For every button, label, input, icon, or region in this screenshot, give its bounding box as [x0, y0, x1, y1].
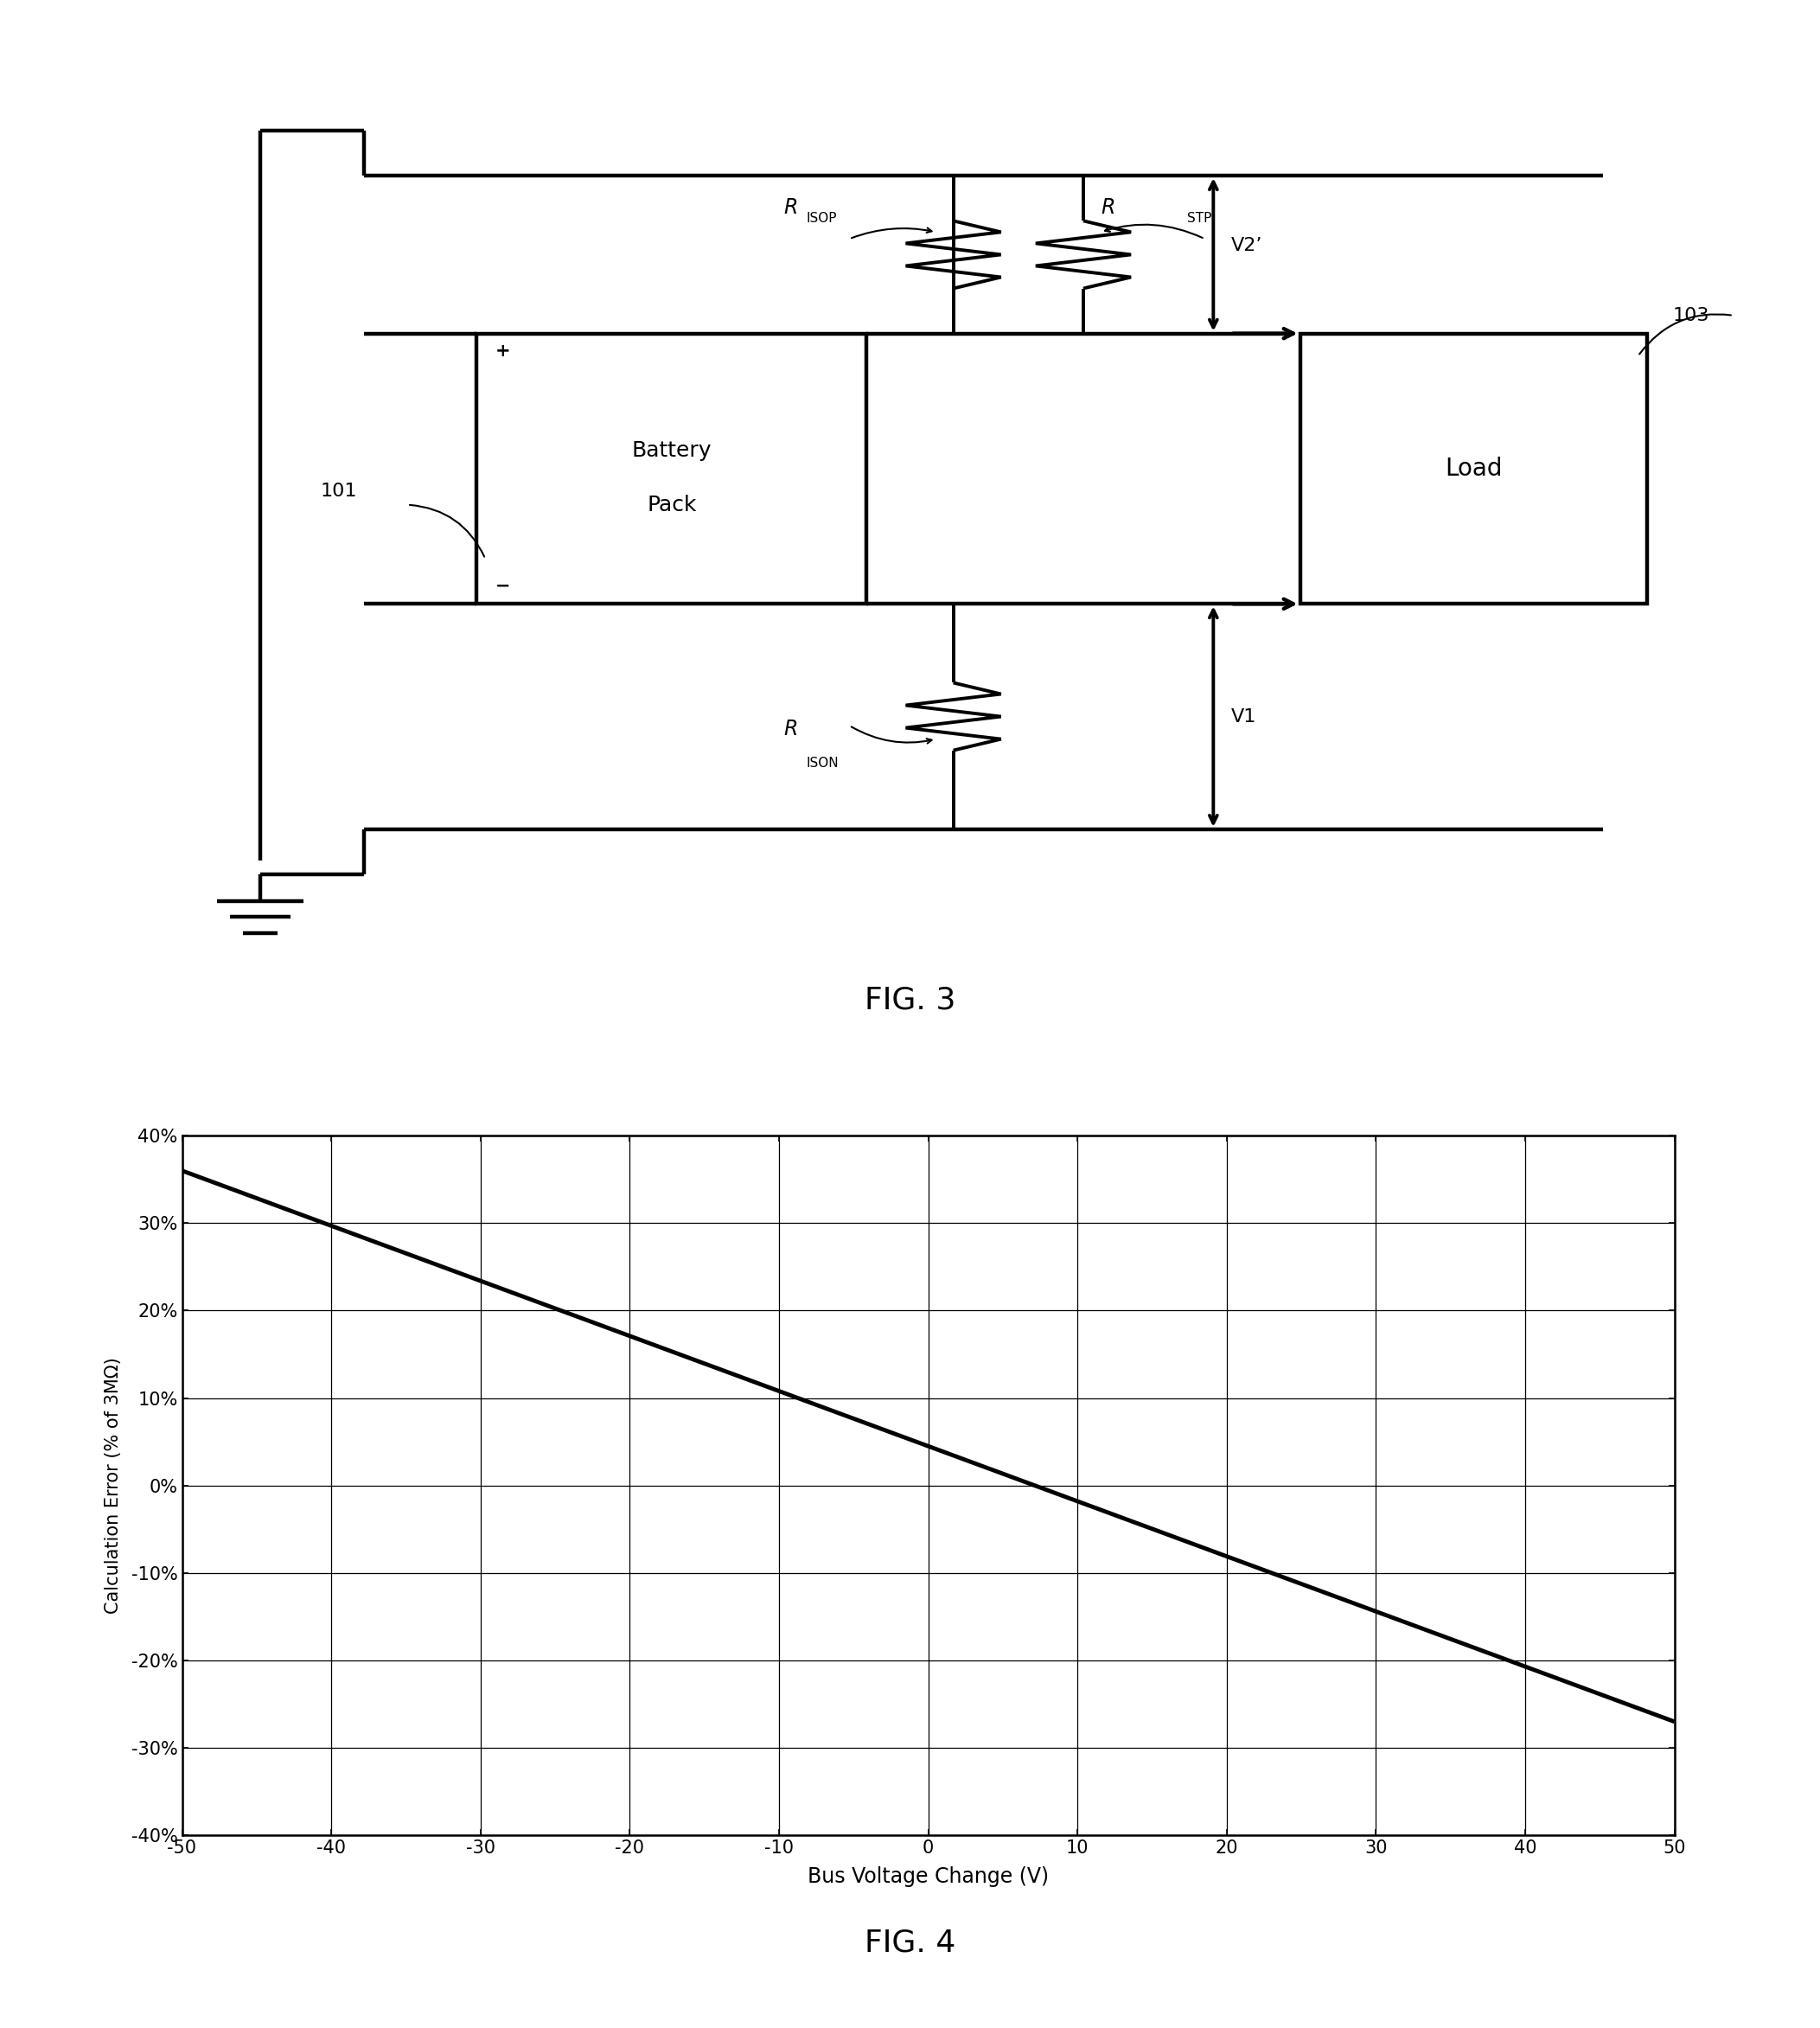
Bar [1299, 333, 1647, 604]
Text: −: − [495, 578, 510, 594]
Text: Pack: Pack [646, 495, 697, 515]
Text: $R$: $R$ [783, 720, 797, 738]
Text: Battery: Battery [632, 440, 712, 460]
Text: STP: STP [1187, 211, 1212, 225]
Text: +: + [495, 343, 510, 361]
Text: ISOP: ISOP [806, 211, 837, 225]
X-axis label: Bus Voltage Change (V): Bus Voltage Change (V) [808, 1866, 1048, 1888]
Text: $R$: $R$ [1101, 199, 1114, 219]
Text: V2’: V2’ [1230, 237, 1263, 254]
Text: Load: Load [1445, 456, 1502, 481]
Text: 103: 103 [1673, 306, 1709, 324]
Y-axis label: Calculation Error (% of 3MΩ): Calculation Error (% of 3MΩ) [104, 1357, 122, 1614]
Text: FIG. 3: FIG. 3 [864, 986, 956, 1016]
Text: ISON: ISON [806, 756, 839, 771]
Text: V1: V1 [1230, 708, 1256, 726]
Text: 101: 101 [320, 483, 357, 499]
Bar [477, 333, 866, 604]
Text: FIG. 4: FIG. 4 [864, 1929, 956, 1957]
Text: $R$: $R$ [783, 199, 797, 219]
